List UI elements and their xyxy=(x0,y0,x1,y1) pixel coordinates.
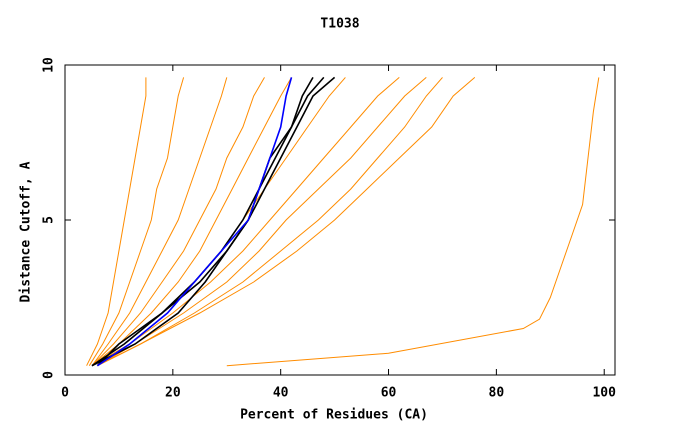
series-line xyxy=(97,77,427,367)
series-line xyxy=(96,77,293,367)
y-axis-label: Distance Cutoff, A xyxy=(19,161,34,302)
chart-title: T1038 xyxy=(320,17,359,32)
series-line xyxy=(97,77,476,367)
x-tick-label: 60 xyxy=(381,386,397,401)
series-line xyxy=(91,77,400,367)
x-tick-label: 0 xyxy=(61,386,69,401)
series-line xyxy=(226,77,600,367)
series-line xyxy=(91,77,346,367)
series-line xyxy=(91,76,325,367)
series-line xyxy=(91,77,292,367)
y-tick-label: 0 xyxy=(42,371,57,379)
x-axis-label: Percent of Residues (CA) xyxy=(240,408,428,423)
series-line xyxy=(96,77,314,367)
series-line xyxy=(86,77,147,366)
y-tick-label: 10 xyxy=(42,57,57,73)
series-line xyxy=(91,77,228,366)
series-line xyxy=(97,77,443,367)
series-line xyxy=(88,77,185,366)
x-tick-label: 20 xyxy=(165,386,181,401)
y-tick-label: 5 xyxy=(42,216,57,224)
x-tick-label: 100 xyxy=(592,386,616,401)
series-line xyxy=(91,77,265,367)
x-tick-label: 80 xyxy=(489,386,505,401)
x-tick-label: 40 xyxy=(273,386,289,401)
